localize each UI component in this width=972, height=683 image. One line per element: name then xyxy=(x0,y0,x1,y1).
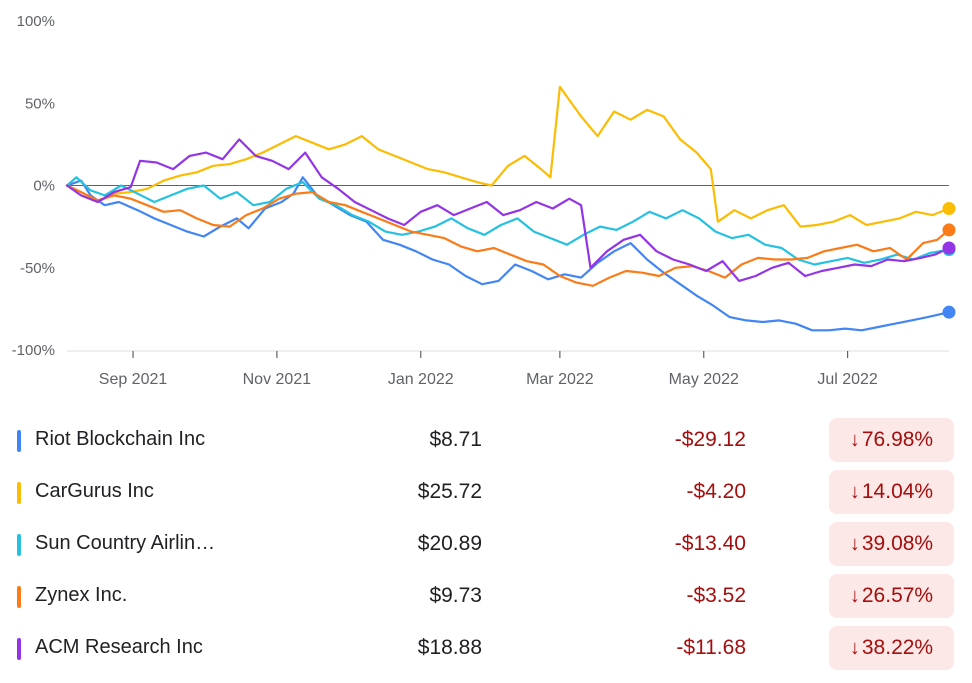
percent-change-badge: ↓ 26.57% xyxy=(829,574,954,618)
series-end-point-acm-research-inc[interactable] xyxy=(942,241,956,255)
percent-change-value: 26.57% xyxy=(861,584,934,607)
arrow-down-icon: ↓ xyxy=(849,428,860,451)
stock-row-cargurus[interactable]: CarGurus Inc $25.72 -$4.20 ↓ 14.04% xyxy=(0,466,972,518)
series-end-point-cargurus-inc[interactable] xyxy=(942,202,956,216)
stock-row-acm-research[interactable]: ACM Research Inc $18.88 -$11.68 ↓ 38.22% xyxy=(0,622,972,674)
series-end-point-riot-blockchain-inc[interactable] xyxy=(942,305,956,319)
chart-canvas[interactable]: 100% 50% 0% -50% -100% Sep 2021 Nov 2021 Jan 2… xyxy=(0,0,972,400)
y-tick-label: 0% xyxy=(33,178,55,195)
percent-change-badge: ↓ 14.04% xyxy=(829,470,954,514)
x-axis: Sep 2021 Nov 2021 Jan 2022 Mar 2022 May 2022… xyxy=(67,350,949,388)
stock-change: -$11.68 xyxy=(676,636,746,659)
stock-price: $9.73 xyxy=(429,584,482,607)
percent-change-badge: ↓ 38.22% xyxy=(829,626,954,670)
series-color-swatch xyxy=(17,430,21,452)
y-tick-label: 50% xyxy=(25,95,55,112)
stock-price: $25.72 xyxy=(417,480,482,503)
y-tick-label: -100% xyxy=(12,342,55,359)
stock-price: $8.71 xyxy=(429,428,482,451)
x-tick-label: Sep 2021 xyxy=(99,371,168,388)
percent-change-value: 76.98% xyxy=(861,428,934,451)
series-line-riot-blockchain-inc[interactable] xyxy=(65,176,951,332)
comparison-chart[interactable]: 100% 50% 0% -50% -100% Sep 2021 Nov 2021 Jan 2… xyxy=(0,0,972,400)
series-lines xyxy=(65,85,951,332)
arrow-down-icon: ↓ xyxy=(849,584,860,607)
stock-name[interactable]: Riot Blockchain Inc xyxy=(35,428,206,450)
stock-name[interactable]: Sun Country Airlin… xyxy=(35,532,216,554)
percent-change-value: 38.22% xyxy=(861,636,934,659)
stock-comparison-table: Riot Blockchain Inc $8.71 -$29.12 ↓ 76.9… xyxy=(0,414,972,674)
arrow-down-icon: ↓ xyxy=(849,532,860,555)
stock-row-sun-country[interactable]: Sun Country Airlin… $20.89 -$13.40 ↓ 39.… xyxy=(0,518,972,570)
series-color-swatch xyxy=(17,586,21,608)
stock-row-riot[interactable]: Riot Blockchain Inc $8.71 -$29.12 ↓ 76.9… xyxy=(0,414,972,466)
x-tick-label: Jul 2022 xyxy=(817,371,878,388)
x-tick-label: May 2022 xyxy=(669,371,739,388)
series-line-acm-research-inc[interactable] xyxy=(65,138,951,282)
percent-change-value: 14.04% xyxy=(861,480,934,503)
series-line-cargurus-inc[interactable] xyxy=(65,85,951,228)
x-tick-label: Mar 2022 xyxy=(526,371,594,388)
percent-change-badge: ↓ 39.08% xyxy=(829,522,954,566)
series-end-point-zynex-inc[interactable] xyxy=(942,223,956,237)
series-color-swatch xyxy=(17,638,21,660)
stock-change: -$13.40 xyxy=(674,532,746,555)
stock-name[interactable]: ACM Research Inc xyxy=(35,636,203,658)
series-end-markers xyxy=(942,202,956,319)
stock-change: -$29.12 xyxy=(674,428,746,451)
stock-price: $20.89 xyxy=(417,532,482,555)
arrow-down-icon: ↓ xyxy=(849,636,860,659)
x-tick-label: Jan 2022 xyxy=(388,371,454,388)
percent-change-value: 39.08% xyxy=(861,532,934,555)
series-line-sun-country-airlin[interactable] xyxy=(65,176,951,266)
stock-name[interactable]: Zynex Inc. xyxy=(35,584,128,606)
y-tick-label: 100% xyxy=(17,13,55,30)
stock-change: -$3.52 xyxy=(686,584,746,607)
series-color-swatch xyxy=(17,534,21,556)
arrow-down-icon: ↓ xyxy=(849,480,860,503)
series-line-zynex-inc[interactable] xyxy=(65,184,951,287)
percent-change-badge: ↓ 76.98% xyxy=(829,418,954,462)
y-tick-label: -50% xyxy=(20,260,55,277)
stock-price: $18.88 xyxy=(417,636,482,659)
stock-change: -$4.20 xyxy=(686,480,746,503)
x-tick-label: Nov 2021 xyxy=(243,371,312,388)
series-color-swatch xyxy=(17,482,21,504)
stock-name[interactable]: CarGurus Inc xyxy=(35,480,154,502)
stock-row-zynex[interactable]: Zynex Inc. $9.73 -$3.52 ↓ 26.57% xyxy=(0,570,972,622)
y-axis: 100% 50% 0% -50% -100% xyxy=(12,13,949,359)
